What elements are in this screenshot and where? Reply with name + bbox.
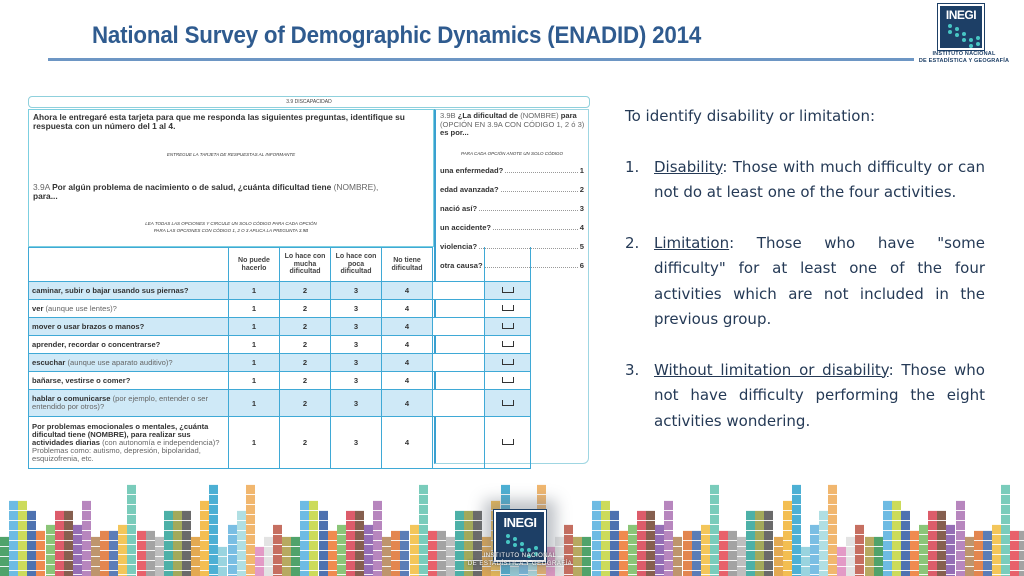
inegi-footer-logo-icon: INEGI xyxy=(493,509,547,563)
column-header: No tiene dificultad xyxy=(381,247,433,282)
section-header: 3.9 DISCAPACIDAD xyxy=(28,96,590,108)
table-header-row: No puede hacerlo Lo hace con mucha dific… xyxy=(28,247,531,282)
definition-item: 3. Without limitation or disability: Tho… xyxy=(625,360,985,430)
definition-list: 1. Disability: Those with much difficult… xyxy=(625,155,985,435)
answer-box-icon xyxy=(501,359,514,365)
answer-box-icon xyxy=(501,439,514,445)
answer-box-icon xyxy=(501,323,514,329)
footer-bar-pattern xyxy=(0,470,1024,576)
instruction-text: ENTREGUE LA TARJETA DE RESPUESTAS AL INF… xyxy=(166,152,296,157)
term-without-limitation: Without limitation or disability xyxy=(654,360,889,379)
title-divider xyxy=(48,58,914,61)
table-row: Por problemas emocionales o mentales, ¿c… xyxy=(28,416,531,469)
logo-caption: INSTITUTO NACIONAL DE ESTADÍSTICA Y GEOG… xyxy=(918,51,1010,64)
answer-box-icon xyxy=(501,399,514,406)
cause-option: un accidente? 4 xyxy=(440,223,584,232)
abacus-dots-icon xyxy=(946,24,980,48)
difficulty-table: No puede hacerlo Lo hace con mucha dific… xyxy=(28,247,531,469)
definition-item: 2. Limitation: Those who have "some diff… xyxy=(625,233,985,329)
answer-box-icon xyxy=(501,287,514,293)
instruction-text: LEA TODAS LAS OPCIONES Y CIRCULE UN SOLO… xyxy=(145,221,317,233)
table-row: caminar, subir o bajar usando sus pierna… xyxy=(28,281,531,300)
table-row: escuchar (aunque use aparato auditivo)? … xyxy=(28,353,531,372)
inegi-abacus-logo-icon: INEGI xyxy=(937,3,985,51)
cause-option: edad avanzada? 2 xyxy=(440,185,584,194)
intro-text: Ahora le entregaré esta tarjeta para que… xyxy=(33,112,405,131)
answer-box-icon xyxy=(501,341,514,347)
questionnaire-image: 3.9 DISCAPACIDAD Ahora le entregaré esta… xyxy=(28,96,590,469)
answer-box-icon xyxy=(501,305,514,311)
column-header: Lo hace con mucha dificultad xyxy=(279,247,331,282)
abacus-dots-icon xyxy=(504,534,538,558)
question-3-9b: 3.9B ¿La dificultad de (NOMBRE) para (OP… xyxy=(440,111,585,138)
column-header: No puede hacerlo xyxy=(228,247,280,282)
question-3-9a: 3.9A Por algún problema de nacimiento o … xyxy=(33,182,379,201)
term-limitation: Limitation xyxy=(654,233,730,252)
inegi-logo: INEGI INSTITUTO NACIONAL DE ESTADÍSTICA … xyxy=(912,3,1016,70)
column-header: Lo hace con poca dificultad xyxy=(330,247,382,282)
question-3-9a-box: Ahora le entregaré esta tarjeta para que… xyxy=(28,109,434,247)
cause-option: nació así? 3 xyxy=(440,204,584,213)
term-disability: Disability xyxy=(654,157,723,176)
cause-option: una enfermedad? 1 xyxy=(440,166,584,175)
page-title: National Survey of Demographic Dynamics … xyxy=(92,22,702,49)
definition-item: 1. Disability: Those with much difficult… xyxy=(625,157,985,202)
instruction-text: PARA CADA OPCIÓN ANOTE UN SOLO CÓDIGO xyxy=(461,151,563,156)
logo-word: INEGI xyxy=(945,8,977,22)
explanation-panel: To identify disability or limitation: 1.… xyxy=(625,104,985,459)
explanation-intro: To identify disability or limitation: xyxy=(625,107,876,125)
table-row: hablar o comunicarse (por ejemplo, enten… xyxy=(28,389,531,417)
footer-logo-caption: INSTITUTO NACIONAL DE ESTADÍSTICA Y GEOG… xyxy=(467,553,573,567)
answer-box-icon xyxy=(501,377,514,383)
